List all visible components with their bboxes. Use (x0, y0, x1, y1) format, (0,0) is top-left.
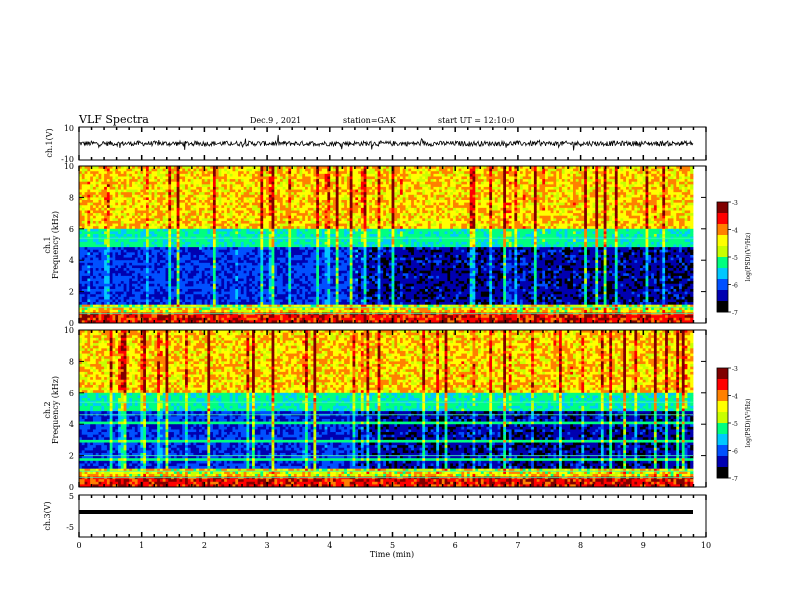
x-tick-label: 2 (202, 541, 207, 550)
ch1-spectrogram-ytick-label: 4 (69, 256, 74, 265)
date-label: Dec.9 , 2021 (250, 116, 301, 125)
start-time-label: start UT = 12:10:0 (438, 116, 514, 125)
ch1-waveform-panel: 10 -10 ch.1(V) (45, 124, 707, 164)
ch2-spectrogram-ytick-label: 6 (69, 389, 74, 398)
ch2-spectrogram-ytick-label: 2 (69, 452, 74, 461)
x-tick-label: 7 (515, 541, 520, 550)
ch2-ylabel-channel: ch.2 (43, 401, 52, 418)
ch2-spectrogram-ytick-label: 8 (69, 357, 74, 366)
ch1-spectrogram-ytick-label: 2 (69, 288, 74, 297)
ch2-ylabel-frequency: Frequency (kHz) (51, 376, 60, 444)
colorbar-label: log(PSD)(V²/Hz) (745, 233, 752, 282)
ch1-colorbar: -3 -4 -5 -6 -7 log(PSD)(V²/Hz) (716, 200, 752, 317)
colorbar-tick-label: -7 (732, 476, 738, 483)
x-tick-label: 6 (453, 541, 458, 550)
ch1-ytick-max: 10 (64, 124, 74, 133)
station-label: station=GAK (343, 116, 397, 125)
x-tick-label: 8 (578, 541, 583, 550)
ch1-spectrogram-ytick-label: 6 (69, 225, 74, 234)
x-tick-label: 9 (641, 541, 646, 550)
ch1-spectrogram-ytick-label: 8 (69, 193, 74, 202)
colorbar-tick-label: -3 (732, 366, 738, 373)
x-tick-label: 4 (327, 541, 332, 550)
ch1-ylabel-channel: ch.1 (43, 236, 52, 253)
ch2-spectrogram-image (79, 330, 706, 488)
ch2-colorbar: -3 -4 -5 -6 -7 log(PSD)(V²/Hz) (716, 366, 752, 483)
colorbar-tick-label: -6 (732, 283, 738, 290)
ch2-spectrogram-ytick-label: 10 (64, 326, 74, 335)
x-axis-label: Time (min) (370, 550, 414, 559)
ch2-spectrogram-ytick-label: 0 (69, 483, 74, 492)
colorbar-label: log(PSD)(V²/Hz) (745, 399, 752, 448)
ch3-ytick-min: -5 (66, 523, 74, 532)
ch1-waveform-trace (78, 134, 694, 151)
ch1-spectrogram-panel: 0 2 4 6 8 10 ch.1 Frequency (kHz) (43, 162, 707, 328)
ch1-ytick-min: -10 (61, 155, 74, 164)
ch1-spectrogram-ytick-label: 0 (69, 319, 74, 328)
colorbar-tick-label: -4 (732, 394, 738, 401)
x-tick-label: 0 (76, 541, 81, 550)
colorbar-tick-label: -5 (732, 255, 738, 262)
ch2-spectrogram-panel: 0 2 4 6 8 10 ch.2 Frequency (kHz) (43, 326, 707, 492)
ch1-ylabel: ch.1(V) (45, 128, 54, 157)
ch3-ylabel: ch.3(V) (43, 501, 52, 530)
colorbar-tick-label: -5 (732, 421, 738, 428)
x-tick-label: 5 (390, 541, 395, 550)
ch3-waveform-panel: 5 -5 ch.3(V) (43, 492, 707, 538)
ch1-ylabel-frequency: Frequency (kHz) (51, 211, 60, 279)
x-axis-tick-labels: 0 1 2 3 4 5 6 7 8 9 10 (76, 541, 711, 550)
x-tick-label: 10 (701, 541, 711, 550)
x-tick-label: 1 (139, 541, 144, 550)
x-tick-label: 3 (265, 541, 270, 550)
ch1-spectrogram-ytick-label: 10 (64, 162, 74, 171)
colorbar-tick-label: -6 (732, 449, 738, 456)
colorbar-tick-label: -4 (732, 228, 738, 235)
ch1-spectrogram-image (79, 166, 706, 324)
colorbar-tick-label: -7 (732, 310, 738, 317)
figure-title: VLF Spectra (78, 113, 149, 126)
ch3-ytick-max: 5 (69, 492, 74, 501)
colorbar-tick-label: -3 (732, 200, 738, 207)
ch2-spectrogram-ytick-label: 4 (69, 420, 74, 429)
